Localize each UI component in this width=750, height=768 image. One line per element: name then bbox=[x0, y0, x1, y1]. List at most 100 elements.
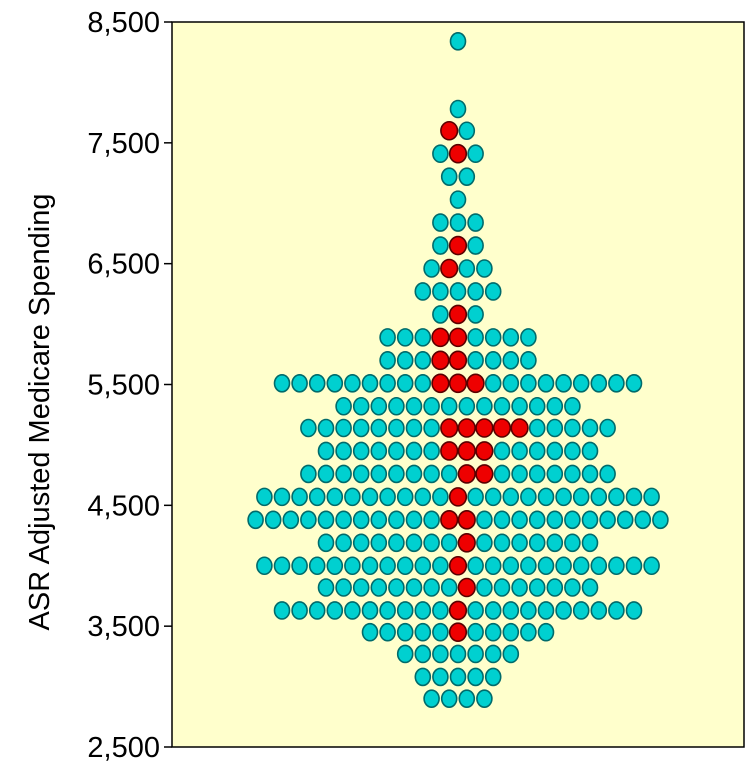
data-dot bbox=[379, 556, 396, 576]
data-dot bbox=[300, 464, 317, 484]
data-dot bbox=[432, 556, 449, 576]
highlighted-dot bbox=[448, 327, 468, 348]
data-dot bbox=[247, 510, 264, 530]
data-dot bbox=[467, 601, 484, 620]
data-dot bbox=[352, 418, 370, 438]
data-dot bbox=[581, 533, 599, 553]
data-dot bbox=[502, 328, 520, 347]
data-dot bbox=[564, 578, 581, 597]
data-dot bbox=[484, 556, 502, 576]
data-dot bbox=[581, 441, 599, 461]
data-dot bbox=[520, 351, 537, 370]
data-dot bbox=[484, 622, 502, 642]
data-dot bbox=[449, 213, 467, 232]
data-dot bbox=[590, 487, 608, 507]
highlighted-dot bbox=[440, 258, 459, 279]
data-dot bbox=[634, 510, 652, 530]
data-dot bbox=[396, 622, 414, 642]
data-dot bbox=[476, 689, 493, 708]
data-dot bbox=[432, 236, 449, 255]
data-dot bbox=[440, 578, 458, 597]
highlighted-dot bbox=[457, 418, 476, 438]
data-dot bbox=[555, 556, 572, 576]
highlighted-dot bbox=[457, 577, 476, 598]
data-dot bbox=[352, 578, 370, 597]
data-dot bbox=[432, 644, 449, 664]
data-dot bbox=[511, 578, 528, 597]
data-dot bbox=[326, 373, 344, 393]
data-dot bbox=[581, 418, 599, 438]
highlighted-dot bbox=[448, 600, 468, 621]
data-dot bbox=[608, 487, 625, 507]
data-dot bbox=[467, 556, 484, 576]
data-dot bbox=[335, 418, 352, 438]
highlighted-dot bbox=[448, 555, 468, 576]
data-dot bbox=[546, 441, 564, 461]
data-dot bbox=[344, 601, 361, 620]
highlighted-dot bbox=[440, 418, 459, 438]
data-dot bbox=[273, 601, 291, 620]
data-dot bbox=[405, 510, 423, 530]
data-dot bbox=[432, 601, 449, 620]
data-dot bbox=[546, 578, 564, 597]
data-dot bbox=[317, 418, 335, 438]
data-dot bbox=[449, 667, 467, 687]
data-dot bbox=[493, 510, 511, 530]
data-dot bbox=[564, 441, 581, 461]
data-dot bbox=[308, 601, 326, 620]
data-dot bbox=[317, 510, 335, 530]
data-dot bbox=[502, 601, 520, 620]
data-dot bbox=[590, 556, 608, 576]
data-dot bbox=[317, 464, 335, 484]
data-dot bbox=[520, 601, 537, 620]
data-dot bbox=[520, 622, 537, 642]
data-dot bbox=[467, 213, 484, 232]
data-dot bbox=[625, 556, 643, 576]
data-dot bbox=[608, 601, 625, 620]
data-dot bbox=[458, 689, 476, 708]
data-dot bbox=[379, 373, 396, 393]
y-tick-label: 7,500 bbox=[87, 128, 160, 160]
highlighted-dot bbox=[448, 350, 468, 371]
data-dot bbox=[432, 305, 449, 324]
data-dot bbox=[520, 487, 537, 507]
y-tick-label: 5,500 bbox=[87, 370, 160, 402]
data-dot bbox=[344, 373, 361, 393]
data-dot bbox=[484, 351, 502, 370]
data-dot bbox=[361, 556, 379, 576]
data-dot bbox=[388, 464, 405, 484]
data-dot bbox=[423, 441, 440, 461]
data-dot bbox=[520, 373, 537, 393]
data-dot bbox=[467, 144, 484, 164]
data-dot bbox=[396, 487, 414, 507]
data-dot bbox=[335, 396, 352, 416]
data-dot bbox=[414, 556, 432, 576]
data-dot bbox=[352, 441, 370, 461]
data-dot bbox=[590, 373, 608, 393]
data-dot bbox=[449, 282, 467, 301]
data-dot bbox=[484, 667, 502, 687]
y-tick-label: 8,500 bbox=[87, 7, 160, 39]
data-dot bbox=[396, 601, 414, 620]
data-dot bbox=[370, 418, 388, 438]
data-dot bbox=[467, 667, 484, 687]
data-dot bbox=[528, 418, 546, 438]
data-dot bbox=[555, 487, 572, 507]
data-dot bbox=[326, 556, 344, 576]
data-dot bbox=[273, 556, 291, 576]
data-dot bbox=[432, 282, 449, 301]
data-dot bbox=[388, 578, 405, 597]
data-dot bbox=[352, 396, 370, 416]
data-dot bbox=[467, 305, 484, 324]
data-dot bbox=[520, 328, 537, 347]
data-dot bbox=[476, 396, 493, 416]
data-dot bbox=[317, 441, 335, 461]
data-dot bbox=[484, 373, 502, 393]
data-dot bbox=[555, 601, 572, 620]
data-dot bbox=[528, 464, 546, 484]
data-dot bbox=[256, 487, 273, 507]
data-dot bbox=[432, 487, 449, 507]
data-dot bbox=[423, 689, 440, 708]
data-dot bbox=[317, 533, 335, 553]
data-dot bbox=[352, 464, 370, 484]
